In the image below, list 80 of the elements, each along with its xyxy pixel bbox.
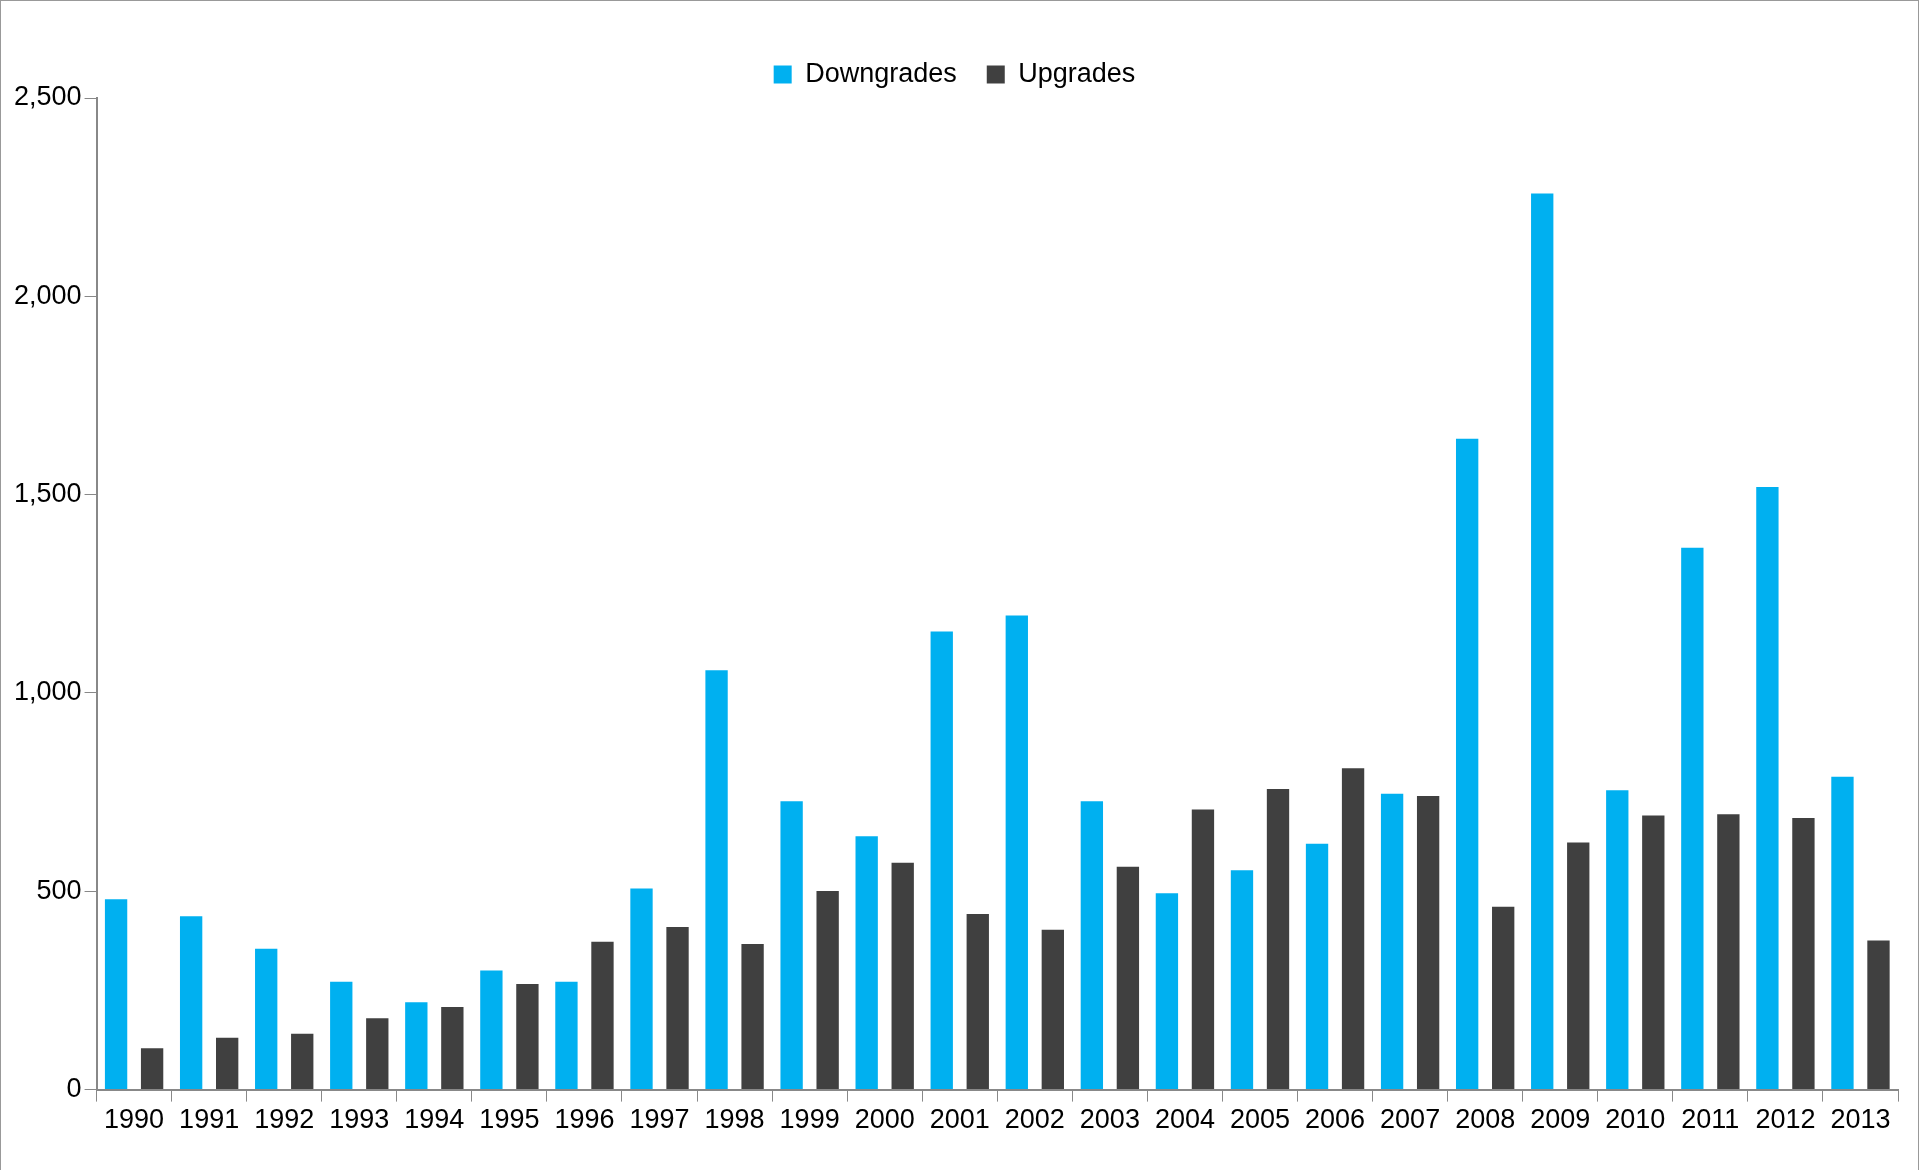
x-tick-label: 2006 xyxy=(1305,1104,1366,1135)
x-tick-label: 2000 xyxy=(854,1104,915,1135)
y-tick-label: 500 xyxy=(36,874,82,905)
x-tick-label: 2012 xyxy=(1755,1104,1816,1135)
bar xyxy=(1492,906,1515,1090)
bar xyxy=(291,1033,314,1090)
x-tick-label: 2003 xyxy=(1079,1104,1140,1135)
bar xyxy=(216,1037,239,1090)
x-tick-label: 1995 xyxy=(479,1104,540,1135)
y-tick-label: 1,500 xyxy=(13,478,82,509)
legend-label: Upgrades xyxy=(1018,57,1136,88)
bar xyxy=(1531,193,1554,1090)
bar xyxy=(516,984,539,1090)
y-tick-label: 0 xyxy=(66,1073,82,1104)
bar xyxy=(591,941,614,1090)
bar xyxy=(1831,776,1854,1090)
bar xyxy=(441,1007,464,1090)
bar xyxy=(855,836,878,1090)
bar xyxy=(1416,796,1440,1090)
x-tick-label: 2008 xyxy=(1455,1104,1516,1135)
x-tick-label: 2013 xyxy=(1830,1104,1891,1135)
x-tick-label: 2005 xyxy=(1229,1104,1291,1135)
bar xyxy=(140,1048,164,1090)
bar xyxy=(1642,815,1665,1090)
bar xyxy=(255,948,278,1090)
x-tick-label: 2001 xyxy=(929,1104,990,1135)
bar xyxy=(480,970,503,1090)
bar xyxy=(1606,790,1629,1090)
x-tick-label: 2004 xyxy=(1154,1104,1215,1135)
bar xyxy=(741,944,764,1090)
y-tick-label: 1,000 xyxy=(13,676,82,707)
bar xyxy=(816,890,839,1090)
bar xyxy=(1155,893,1179,1090)
bar xyxy=(1305,843,1329,1090)
bar xyxy=(1266,788,1290,1090)
bar xyxy=(1867,940,1890,1090)
bar xyxy=(1717,814,1740,1090)
bar xyxy=(1191,809,1215,1090)
x-tick-label: 2007 xyxy=(1380,1104,1441,1135)
bar xyxy=(630,888,653,1090)
bar xyxy=(366,1018,389,1090)
x-tick-label: 1997 xyxy=(629,1104,690,1135)
x-tick-label: 1990 xyxy=(104,1104,165,1135)
bar xyxy=(555,981,578,1090)
x-tick-label: 2011 xyxy=(1681,1104,1740,1135)
bar xyxy=(705,670,728,1090)
y-tick-label: 2,000 xyxy=(13,279,82,310)
bar xyxy=(666,926,689,1090)
bar xyxy=(1756,487,1779,1090)
x-tick-label: 1994 xyxy=(404,1104,465,1135)
bar xyxy=(179,916,203,1090)
bar xyxy=(1005,615,1028,1090)
bar xyxy=(1380,793,1404,1090)
bar xyxy=(930,631,953,1090)
bar xyxy=(966,913,989,1090)
bar xyxy=(330,981,353,1090)
x-tick-label: 1999 xyxy=(779,1104,840,1135)
bar xyxy=(1341,768,1365,1090)
bar xyxy=(780,801,803,1090)
x-tick-label: 2009 xyxy=(1530,1104,1591,1135)
bar xyxy=(104,899,128,1090)
y-tick-label: 2,500 xyxy=(13,81,82,112)
bar xyxy=(1681,547,1704,1090)
bar xyxy=(1041,929,1064,1090)
x-tick-label: 2002 xyxy=(1004,1104,1065,1135)
bar xyxy=(1567,842,1590,1090)
bar xyxy=(1080,801,1104,1090)
bar xyxy=(405,1002,428,1090)
bar xyxy=(891,862,914,1090)
x-tick-label: 1993 xyxy=(329,1104,390,1135)
bar xyxy=(1455,438,1479,1090)
bar xyxy=(1792,817,1815,1090)
bar xyxy=(1116,866,1140,1090)
x-tick-label: 2010 xyxy=(1605,1104,1666,1135)
x-tick-label: 1992 xyxy=(254,1104,315,1135)
bar xyxy=(1230,870,1254,1090)
x-tick-label: 1998 xyxy=(704,1104,765,1135)
x-tick-label: 1996 xyxy=(554,1104,615,1135)
legend-label: Downgrades xyxy=(805,57,957,88)
x-tick-label: 1991 xyxy=(179,1104,240,1135)
